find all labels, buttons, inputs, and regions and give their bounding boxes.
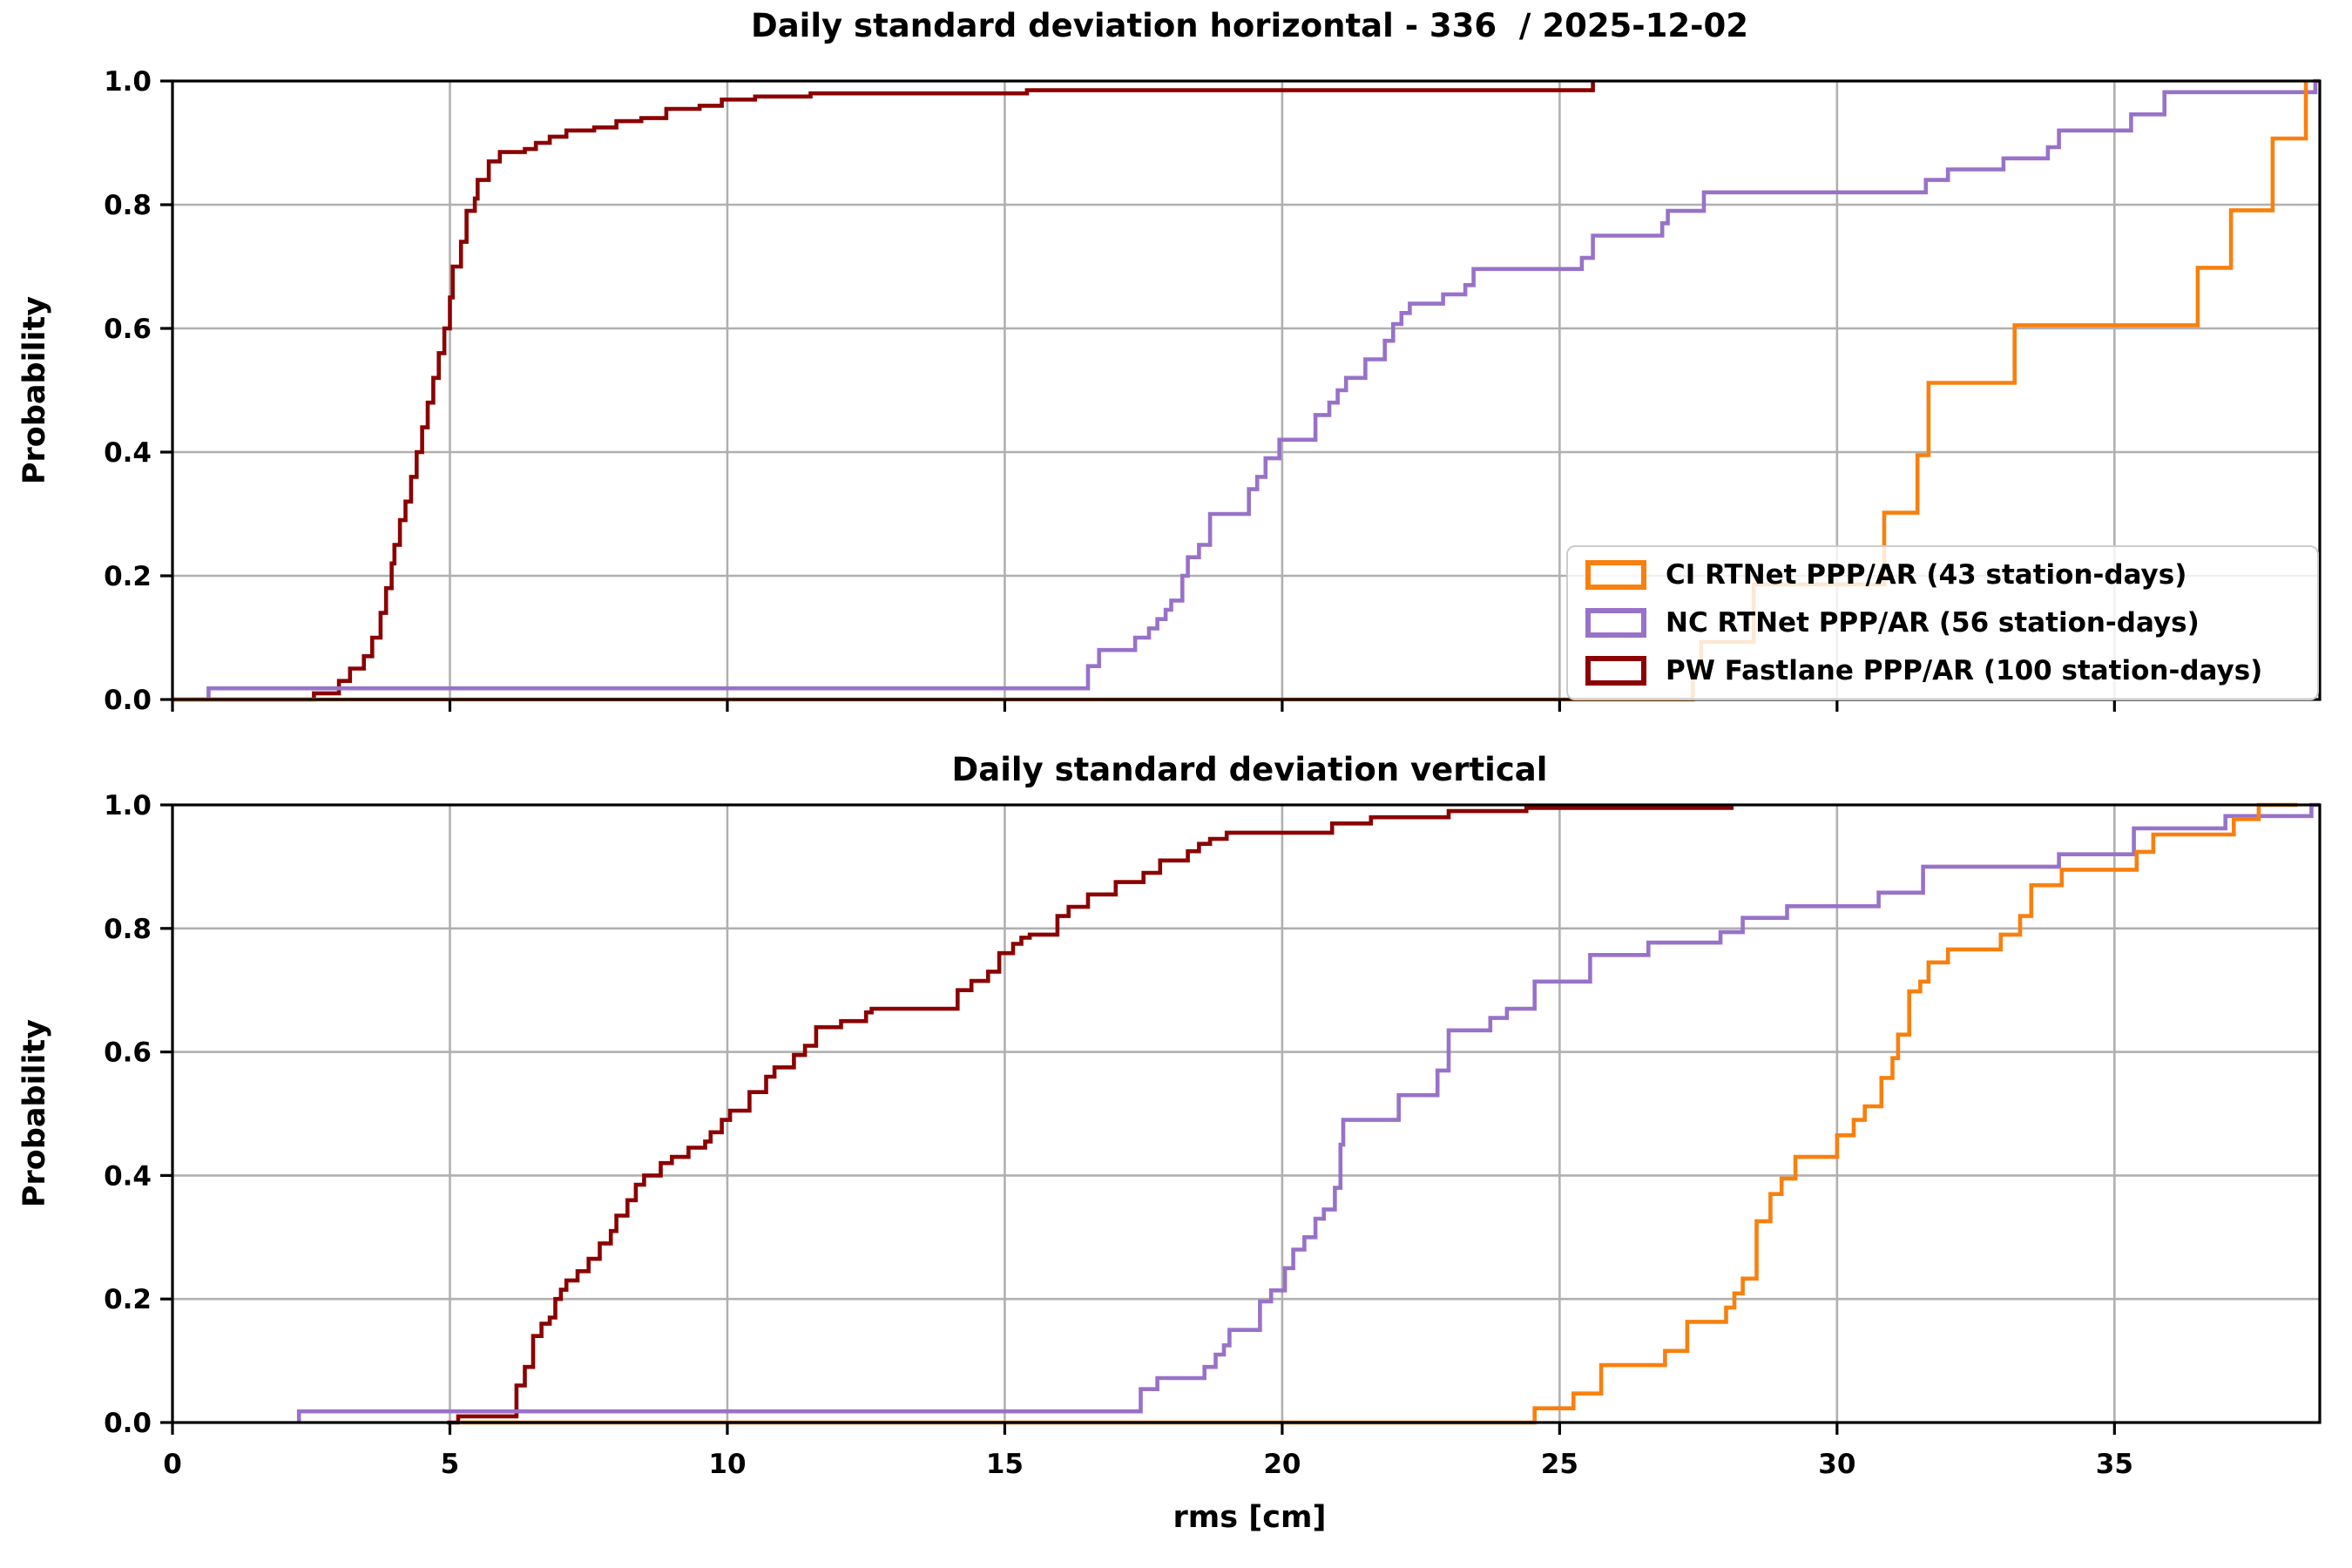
legend-box: CI RTNet PPP/AR (43 station-days) NC RTN… — [1566, 545, 2319, 700]
plot-border — [171, 803, 2322, 1424]
y-tick-label: 1.0 — [104, 66, 152, 98]
x-tick-label: 20 — [1263, 1449, 1301, 1480]
x-tick-label: 35 — [2096, 1449, 2133, 1480]
bottom-plot: 0 5 10 15 20 25 30 35 0.0 0.2 0.4 0.6 0.8 1.0 — [104, 790, 2322, 1480]
x-tick-label: 10 — [708, 1449, 746, 1480]
cdf-line-pw — [447, 805, 1734, 1425]
legend-item-nc: NC RTNet PPP/AR (56 station-days) — [1585, 607, 2300, 639]
y-tick-label: 0.2 — [104, 1284, 152, 1315]
y-tick-label: 0.0 — [104, 685, 152, 716]
legend-label-ci: CI RTNet PPP/AR (43 station-days) — [1666, 559, 2187, 591]
y-tick-label: 1.0 — [104, 790, 152, 821]
cdf-line-ci — [461, 802, 2298, 1425]
bottom-plot-title: Daily standard deviation vertical — [951, 751, 1548, 788]
legend-item-pw: PW Fastlane PPP/AR (100 station-days) — [1585, 655, 2300, 686]
nc-line-swatch — [1585, 608, 1646, 638]
x-tick-label: 30 — [1818, 1449, 1855, 1480]
top-plot-title: Daily standard deviation horizontal - 33… — [751, 7, 1748, 44]
cdf-line-pw — [172, 81, 1595, 702]
cdf-line-nc — [296, 802, 2320, 1423]
y-tick-label: 0.6 — [104, 314, 152, 345]
legend-label-nc: NC RTNet PPP/AR (56 station-days) — [1666, 607, 2200, 639]
legend-item-ci: CI RTNet PPP/AR (43 station-days) — [1585, 559, 2300, 591]
bottom-plot-ylabel: Probability — [17, 1018, 52, 1208]
y-tick-label: 0.6 — [104, 1037, 152, 1069]
pw-line-swatch — [1585, 656, 1646, 686]
x-tick-label: 25 — [1541, 1449, 1578, 1480]
ci-line-swatch — [1585, 560, 1646, 590]
top-plot-ylabel: Probability — [17, 295, 52, 485]
y-tick-label: 0.8 — [104, 190, 152, 221]
cdf-line-nc — [206, 78, 2320, 700]
y-tick-label: 0.4 — [104, 1160, 152, 1192]
x-tick-label: 0 — [163, 1449, 182, 1480]
x-tick-label: 5 — [441, 1449, 460, 1480]
x-tick-label: 15 — [986, 1449, 1024, 1480]
legend-label-pw: PW Fastlane PPP/AR (100 station-days) — [1666, 655, 2263, 686]
y-tick-label: 0.4 — [104, 437, 152, 469]
x-axis-label: rms [cm] — [1173, 1500, 1327, 1535]
top-plot: 0.0 0.2 0.4 0.6 0.8 1.0 — [104, 66, 2322, 716]
y-tick-label: 0.8 — [104, 914, 152, 945]
y-tick-label: 0.0 — [104, 1408, 152, 1439]
plot-border — [171, 79, 2322, 701]
y-tick-label: 0.2 — [104, 561, 152, 592]
